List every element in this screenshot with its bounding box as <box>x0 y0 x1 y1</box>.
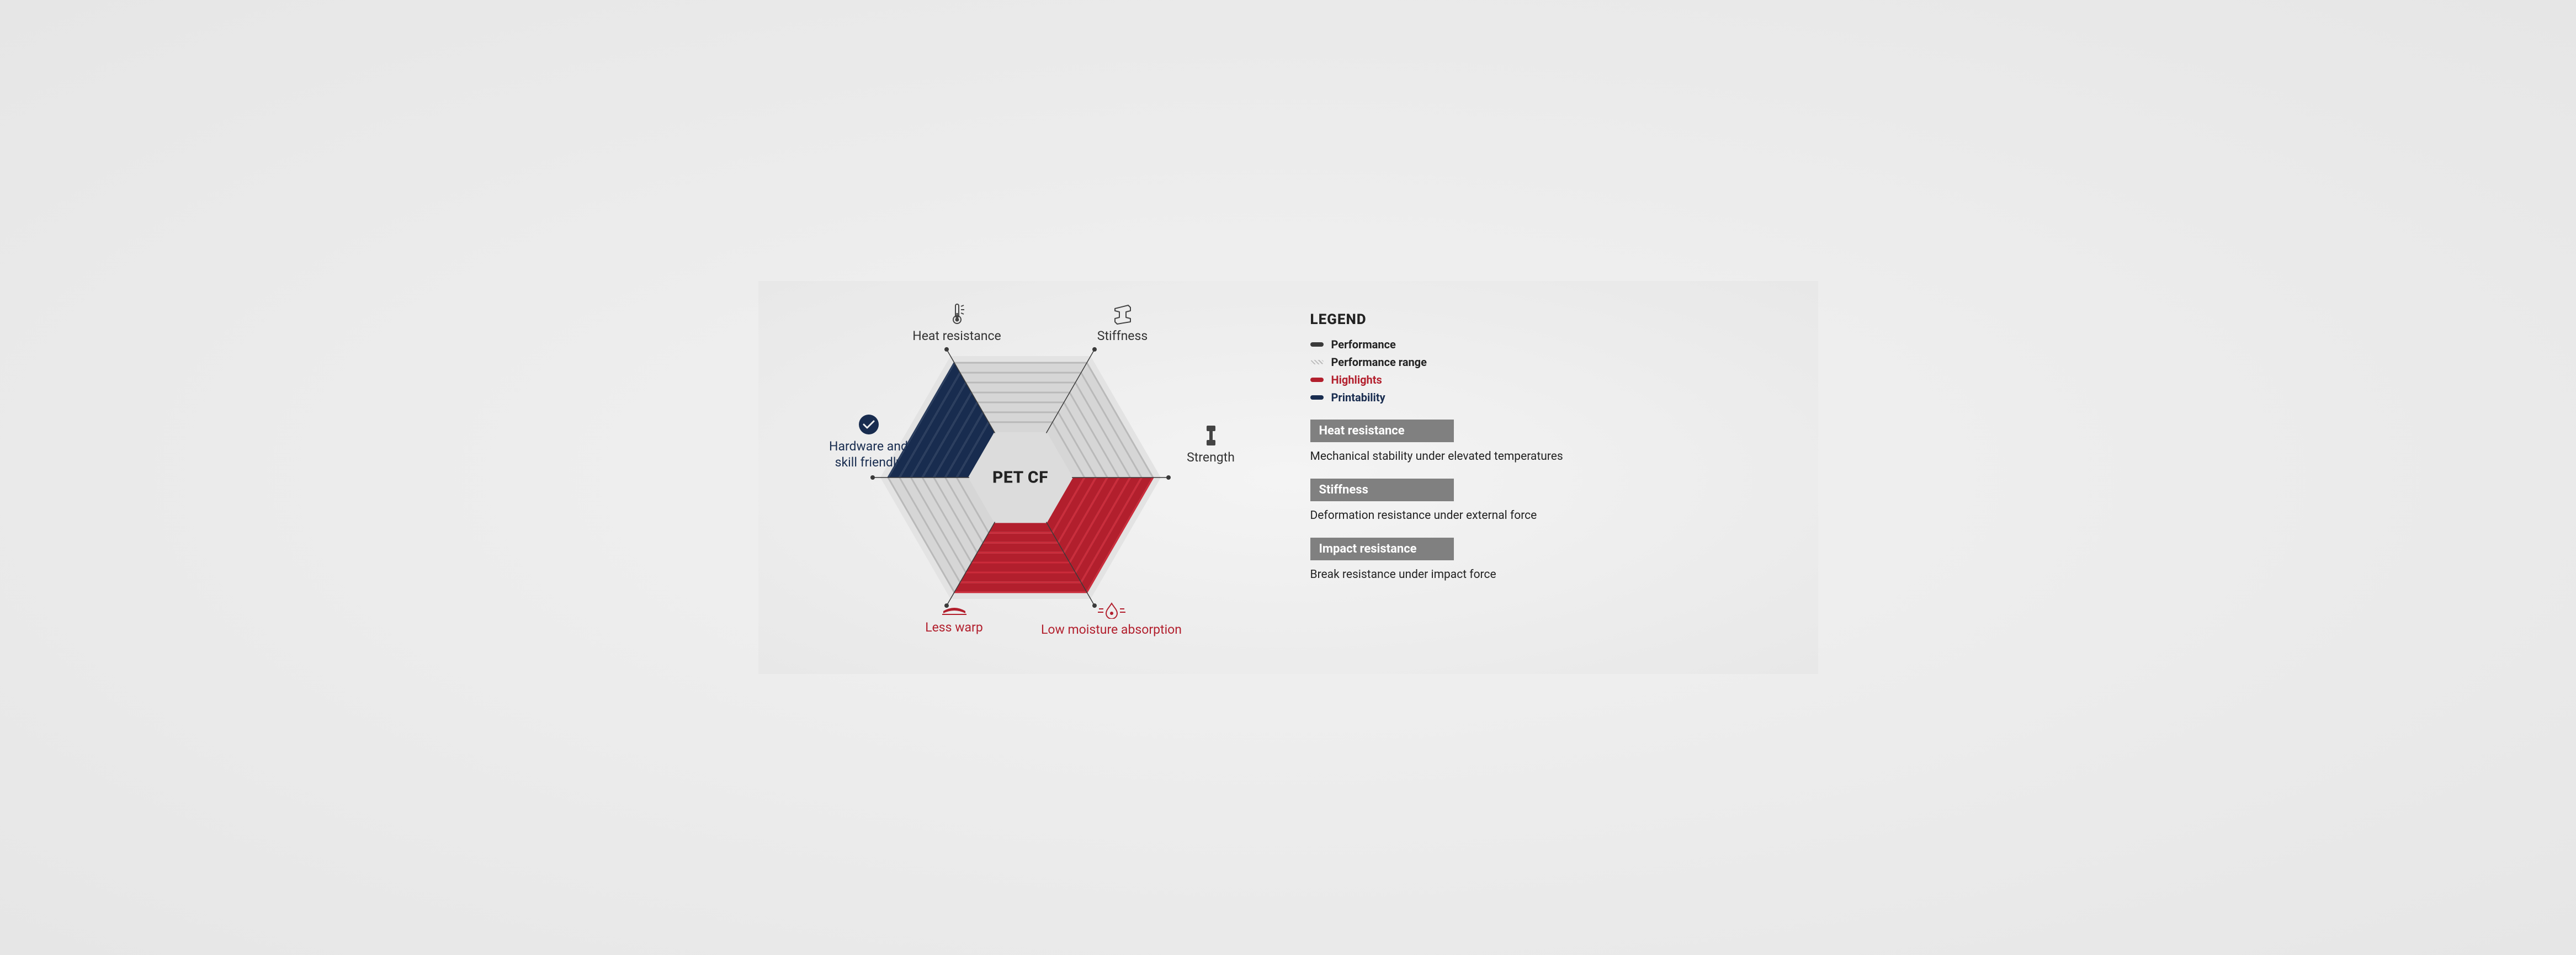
definitions-list: Heat resistance Mechanical stability unde… <box>1310 420 1619 581</box>
axis-label-low-moisture: Low moisture absorption <box>1023 601 1200 638</box>
definition-title: Heat resistance <box>1310 420 1454 442</box>
legend-item: Printability <box>1310 391 1619 404</box>
axis-text: Less warp <box>925 620 983 635</box>
legend-item: Performance range <box>1310 356 1619 369</box>
legend-item: Performance <box>1310 338 1619 351</box>
definition-title: Impact resistance <box>1310 538 1454 560</box>
check-badge-icon <box>858 413 880 436</box>
axis-label-less-warp: Less warp <box>899 601 1010 636</box>
definition-body: Break resistance under impact force <box>1310 568 1619 581</box>
legend-swatch <box>1310 378 1324 382</box>
axis-label-heat-resistance: Heat resistance <box>896 303 1018 344</box>
legend-panel: LEGEND Performance Performance range Highl… <box>1310 311 1619 597</box>
definition-block: Stiffness Deformation resistance under ex… <box>1310 479 1619 522</box>
dumbbell-icon <box>1204 425 1218 447</box>
thermometer-icon <box>948 303 966 325</box>
radar-chart: PET CF Heat resistance Stiffness <box>786 281 1255 674</box>
axis-label-hardware-friendly: Hardware andskill friendly <box>814 413 924 471</box>
definition-block: Impact resistance Break resistance under … <box>1310 538 1619 581</box>
legend-items: Performance Performance range Highlights Pr… <box>1310 338 1619 404</box>
legend-label: Printability <box>1331 391 1385 404</box>
axis-text: Heat resistance <box>912 328 1001 343</box>
axis-label-stiffness: Stiffness <box>1062 303 1183 344</box>
legend-swatch <box>1310 342 1324 347</box>
definition-block: Heat resistance Mechanical stability unde… <box>1310 420 1619 463</box>
legend-label: Performance <box>1331 338 1396 351</box>
legend-swatch <box>1310 395 1324 400</box>
definition-body: Deformation resistance under external fo… <box>1310 509 1619 522</box>
axis-label-strength: Strength <box>1167 425 1255 466</box>
legend-swatch <box>1310 360 1324 364</box>
definition-body: Mechanical stability under elevated temp… <box>1310 450 1619 463</box>
legend-label: Performance range <box>1331 356 1427 369</box>
axis-text: Low moisture absorption <box>1041 622 1182 637</box>
definition-title: Stiffness <box>1310 479 1454 501</box>
chart-center-title: PET CF <box>992 468 1048 487</box>
legend-label: Highlights <box>1331 373 1382 386</box>
axis-text: Stiffness <box>1097 328 1148 343</box>
legend-title: LEGEND <box>1310 311 1619 328</box>
axis-text: Strength <box>1187 450 1235 465</box>
legend-item: Highlights <box>1310 373 1619 386</box>
warp-icon <box>941 601 968 617</box>
ibeam-icon <box>1112 303 1134 325</box>
infographic-container: PET CF Heat resistance Stiffness <box>758 281 1818 674</box>
axis-text: Hardware andskill friendly <box>829 439 908 470</box>
droplet-icon <box>1098 601 1125 619</box>
